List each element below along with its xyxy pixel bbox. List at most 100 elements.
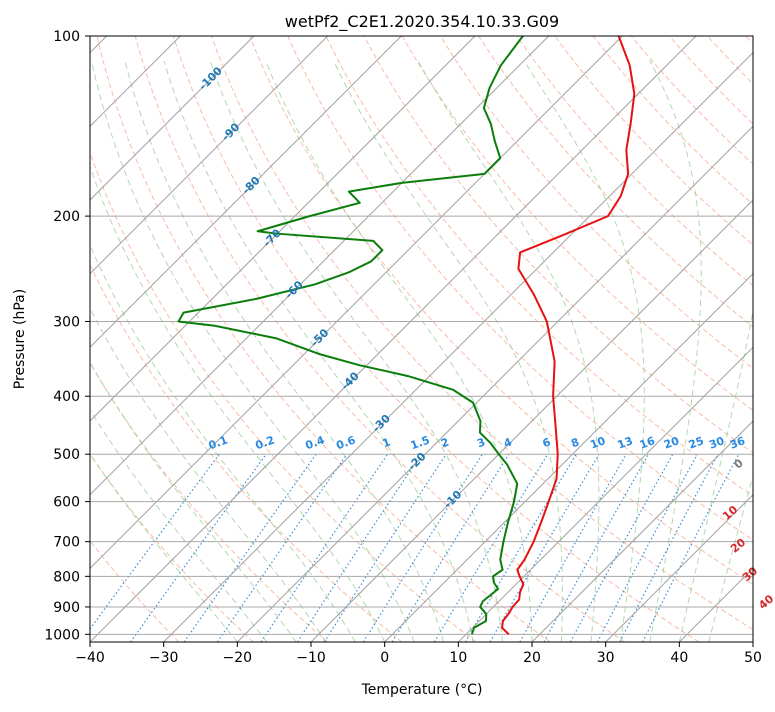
- isotherm-line: [457, 346, 753, 642]
- dry-adiabat-line: [516, 36, 753, 287]
- x-tick-label: −40: [75, 650, 105, 666]
- mixing-ratio-label: 36: [728, 434, 747, 452]
- moist-adiabat-line: [90, 409, 268, 642]
- dry-adiabat-line: [249, 36, 753, 585]
- dry-adiabat-line: [669, 36, 753, 125]
- background-lines: [90, 36, 753, 642]
- x-tick-label: 50: [744, 650, 762, 666]
- dry-adiabat-line: [745, 36, 753, 45]
- y-tick-label: 500: [53, 447, 80, 463]
- mixing-ratio-label: 13: [616, 434, 635, 451]
- dry-adiabat-line: [630, 36, 753, 165]
- x-tick-label: 20: [523, 650, 541, 666]
- isotherm-line: [90, 36, 476, 422]
- isotherm-line: [90, 36, 623, 570]
- moist-adiabat-line: [90, 361, 297, 642]
- mixing-ratio-label: 1: [381, 435, 393, 450]
- isotherm-line: [384, 272, 753, 642]
- dry-adiabat-line: [90, 150, 477, 642]
- moist-adiabat-label: 0: [732, 456, 746, 471]
- x-tick-label: 10: [449, 650, 467, 666]
- isotherm-line: [90, 36, 697, 642]
- moist-adiabat-line: [209, 60, 504, 642]
- x-tick-label: 30: [597, 650, 615, 666]
- mixing-ratio-label: 20: [662, 434, 681, 452]
- moist-adiabat-line: [678, 308, 753, 642]
- moist-adiabat-line: [333, 60, 563, 642]
- x-tick-label: 40: [670, 650, 688, 666]
- mixing-ratio-label: 10: [588, 434, 607, 452]
- moist-adiabat-line: [163, 60, 474, 642]
- isotherm-line: [752, 641, 753, 642]
- moist-adiabat-line: [90, 452, 238, 642]
- mixing-ratio-line: [216, 453, 348, 642]
- mixing-ratio-line: [90, 453, 220, 630]
- isotherm-line: [678, 567, 753, 642]
- dry-adiabat-line: [90, 362, 328, 642]
- moist-adiabat-line: [649, 60, 702, 642]
- dewpoint-profile-line: [177, 36, 524, 635]
- chart-title: wetPf2_C2E1.2020.354.10.33.G09: [285, 12, 559, 32]
- moist-adiabat-line: [708, 474, 753, 642]
- x-tick-label: −10: [296, 650, 326, 666]
- dry-adiabat-line: [96, 36, 551, 642]
- mixing-ratio-line: [130, 453, 267, 642]
- dry-adiabat-line: [287, 36, 753, 541]
- x-tick-label: 0: [380, 650, 389, 666]
- dry-adiabat-line: [440, 36, 753, 369]
- y-tick-label: 700: [53, 535, 80, 551]
- mixing-ratio-label: 0.2: [254, 433, 277, 452]
- mixing-ratio-line: [596, 453, 698, 642]
- axis-ticks: −40 −30 −20 −10 0 10 20 30 40 5010020030040050060…: [44, 29, 762, 666]
- y-tick-label: 300: [53, 314, 80, 330]
- isotherm-line: [90, 36, 402, 349]
- isotherm-label: -30: [370, 412, 393, 435]
- plot-frame: [89, 35, 754, 643]
- isotherm-line: [163, 51, 753, 642]
- mixing-ratio-line: [323, 453, 447, 642]
- temperature-profile-line: [501, 36, 636, 636]
- mixing-ratio-label: 0.6: [334, 433, 357, 452]
- mixing-ratio-label: 4: [502, 435, 514, 450]
- mixing-ratio-line: [183, 453, 317, 642]
- isotherm-line: [90, 36, 329, 275]
- mixing-ratio-label: 2: [439, 435, 451, 450]
- moist-adiabat-line: [90, 60, 415, 642]
- mixing-ratio-line: [619, 453, 719, 642]
- mixing-ratio-label: 8: [569, 435, 581, 450]
- profile-lines: [177, 36, 636, 636]
- mixing-ratio-label: 6: [541, 435, 553, 450]
- dry-adiabat-line: [554, 36, 753, 246]
- mixing-ratio-label: 0.1: [207, 433, 230, 452]
- x-tick-label: −30: [149, 650, 179, 666]
- dry-adiabat-line: [134, 36, 625, 642]
- dry-adiabat-line: [325, 36, 753, 497]
- isotherm-line: [310, 199, 753, 642]
- moist-adiabat-label: 40: [756, 592, 775, 612]
- mixing-ratio-label: 1.5: [409, 433, 432, 452]
- y-tick-label: 800: [53, 569, 80, 585]
- dry-adiabat-line: [363, 36, 753, 454]
- isotherm-label: -20: [405, 450, 428, 473]
- moist-adiabat-label: 20: [728, 536, 748, 556]
- moist-adiabat-line: [90, 164, 386, 642]
- moist-adiabat-line: [124, 60, 445, 642]
- moist-adiabat-line: [523, 60, 645, 642]
- mixing-ratio-line: [543, 453, 650, 642]
- dry-adiabat-line: [211, 36, 753, 631]
- mixing-ratio-line: [296, 453, 422, 642]
- y-tick-label: 600: [53, 495, 80, 511]
- x-axis-title: Temperature (°C): [361, 682, 483, 698]
- dry-adiabat-line: [401, 36, 753, 411]
- isotherm-line: [236, 125, 753, 642]
- mixing-ratio-label: 3: [475, 435, 487, 450]
- x-tick-label: −20: [223, 650, 253, 666]
- y-tick-label: 1000: [44, 627, 80, 643]
- isotherm-line: [90, 36, 255, 201]
- y-tick-label: 200: [53, 209, 80, 225]
- y-axis-title: Pressure (hPa): [12, 289, 28, 389]
- mixing-ratio-line: [260, 453, 389, 642]
- dry-adiabat-line: [90, 263, 403, 642]
- dry-adiabat-line: [172, 36, 700, 642]
